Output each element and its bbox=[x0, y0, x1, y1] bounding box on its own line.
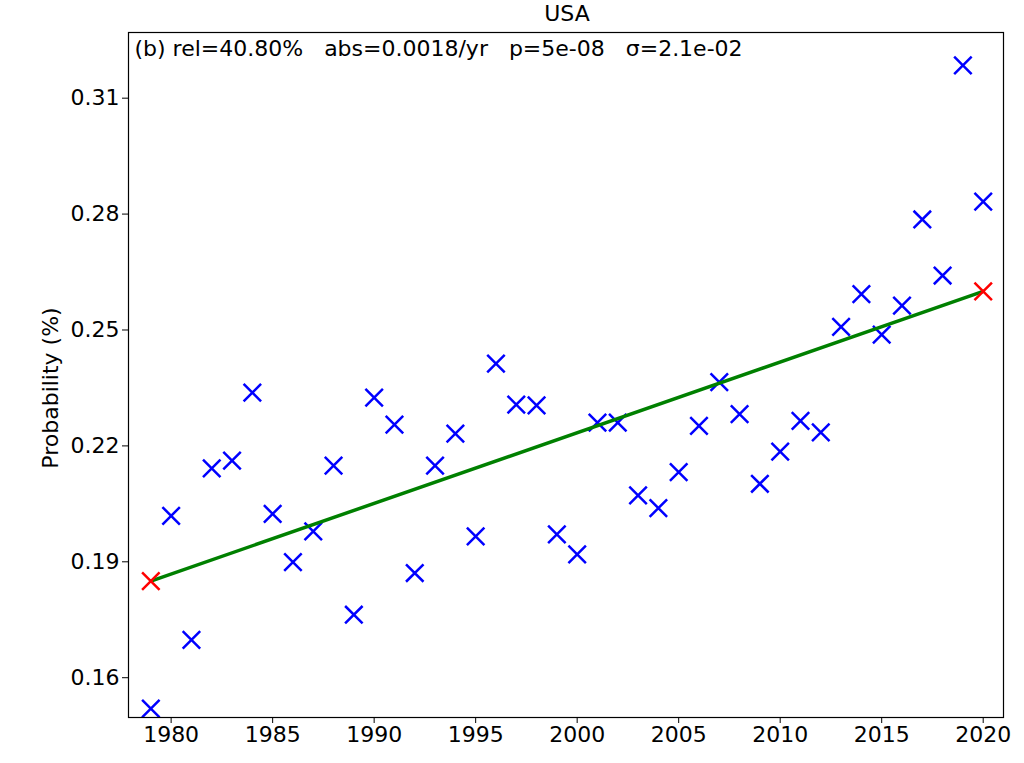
svg-text:0.25: 0.25 bbox=[71, 317, 120, 342]
svg-text:2015: 2015 bbox=[854, 722, 910, 747]
svg-text:1990: 1990 bbox=[346, 722, 402, 747]
svg-text:2005: 2005 bbox=[651, 722, 707, 747]
html-text:Probability (%): Probability (%) bbox=[37, 307, 63, 469]
svg-text:1985: 1985 bbox=[245, 722, 301, 747]
svg-text:1995: 1995 bbox=[448, 722, 504, 747]
svg-text:0.19: 0.19 bbox=[71, 549, 120, 574]
svg-text:2010: 2010 bbox=[752, 722, 808, 747]
svg-text:0.22: 0.22 bbox=[71, 433, 120, 458]
svg-text:0.16: 0.16 bbox=[71, 665, 120, 690]
svg-text:1980: 1980 bbox=[143, 722, 199, 747]
html-text:USA: USA bbox=[544, 1, 590, 26]
svg-text:0.31: 0.31 bbox=[71, 85, 120, 110]
svg-text:2000: 2000 bbox=[549, 722, 605, 747]
svg-text:(b) rel=40.80% abs=0.0018/yr: (b) rel=40.80% abs=0.0018/yr p=5e-08 σ=2… bbox=[135, 36, 743, 61]
svg-text:0.28: 0.28 bbox=[71, 201, 120, 226]
svg-text:2020: 2020 bbox=[955, 722, 1011, 747]
